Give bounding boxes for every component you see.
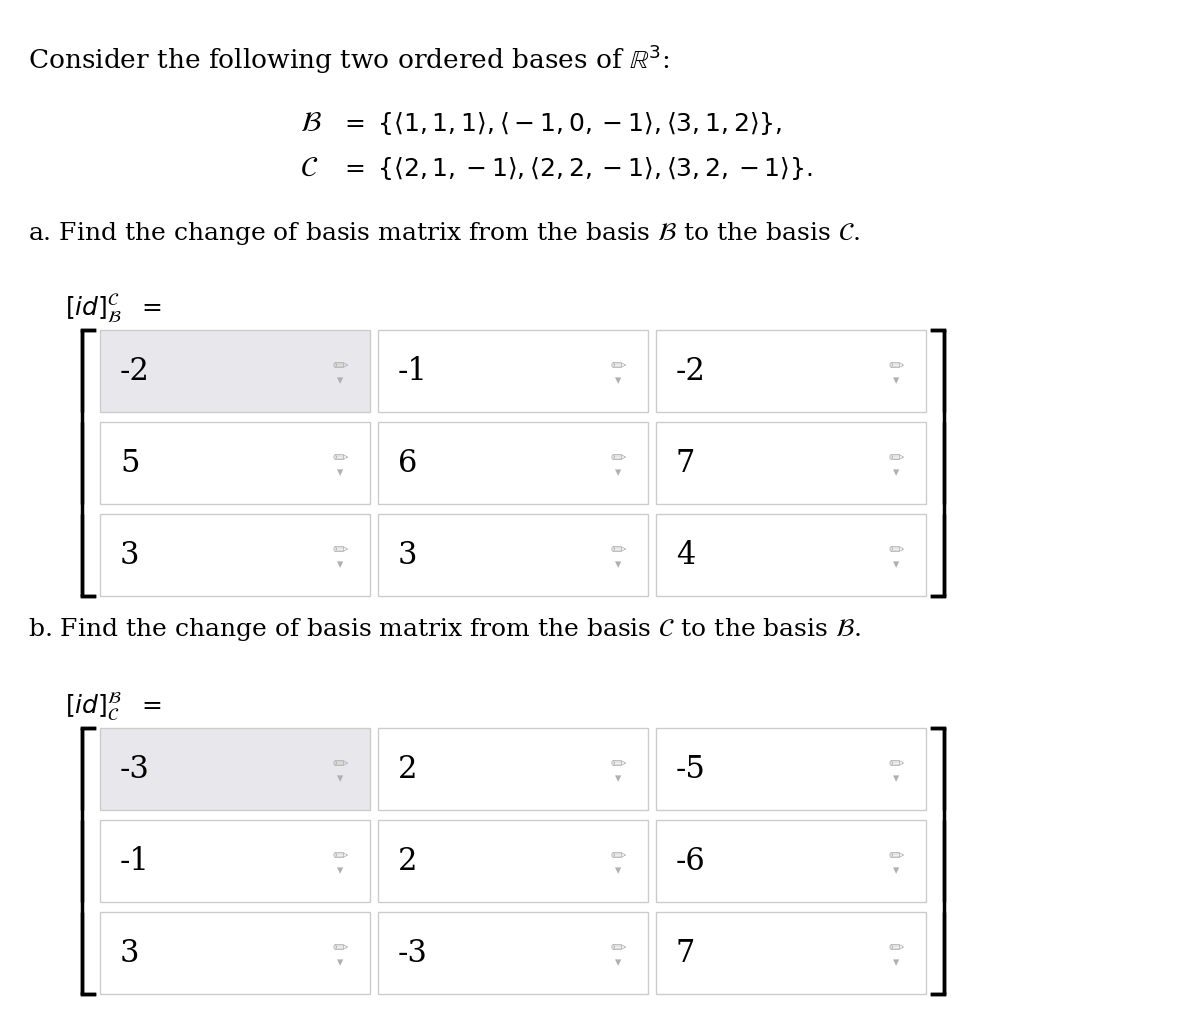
Text: ▾: ▾ xyxy=(337,956,343,970)
Text: ✏: ✏ xyxy=(888,357,904,377)
Text: ✏: ✏ xyxy=(332,450,348,469)
Bar xyxy=(378,912,648,994)
Text: -2: -2 xyxy=(676,355,706,386)
Text: a. Find the change of basis matrix from the basis $\mathcal{B}$ to the basis $\m: a. Find the change of basis matrix from … xyxy=(28,220,860,247)
Bar xyxy=(100,422,370,504)
Bar xyxy=(656,422,926,504)
Text: ✏: ✏ xyxy=(610,450,626,469)
Text: ✏: ✏ xyxy=(610,542,626,560)
Bar xyxy=(100,728,370,810)
Text: $= \;\{\langle 1,1,1\rangle,\langle -1,0,-1\rangle,\langle 3,1,2\rangle\},$: $= \;\{\langle 1,1,1\rangle,\langle -1,0… xyxy=(340,110,782,137)
Text: ✏: ✏ xyxy=(332,756,348,774)
Bar xyxy=(100,330,370,412)
Text: ▾: ▾ xyxy=(337,467,343,479)
Text: -6: -6 xyxy=(676,846,706,877)
Text: ✏: ✏ xyxy=(888,450,904,469)
Text: $= \;\{\langle 2,1,-1\rangle,\langle 2,2,-1\rangle,\langle 3,2,-1\rangle\}.$: $= \;\{\langle 2,1,-1\rangle,\langle 2,2… xyxy=(340,155,812,182)
Text: ▾: ▾ xyxy=(614,375,622,387)
Text: ✏: ✏ xyxy=(888,542,904,560)
Text: ▾: ▾ xyxy=(893,467,899,479)
Bar xyxy=(656,514,926,596)
Bar xyxy=(656,912,926,994)
Text: ▾: ▾ xyxy=(893,375,899,387)
Text: 4: 4 xyxy=(676,540,695,570)
Text: ▾: ▾ xyxy=(337,375,343,387)
Bar xyxy=(656,820,926,902)
Text: ▾: ▾ xyxy=(893,772,899,785)
Text: 5: 5 xyxy=(120,447,139,478)
Text: ✏: ✏ xyxy=(332,542,348,560)
Bar xyxy=(100,912,370,994)
Bar xyxy=(100,514,370,596)
Bar xyxy=(100,820,370,902)
Text: $\mathcal{C}$: $\mathcal{C}$ xyxy=(300,155,318,182)
Text: ▾: ▾ xyxy=(337,558,343,571)
Text: b. Find the change of basis matrix from the basis $\mathcal{C}$ to the basis $\m: b. Find the change of basis matrix from … xyxy=(28,616,862,643)
Text: -5: -5 xyxy=(676,754,706,784)
Text: 3: 3 xyxy=(398,540,418,570)
Text: ✏: ✏ xyxy=(888,756,904,774)
Text: ▾: ▾ xyxy=(893,864,899,878)
Text: ▾: ▾ xyxy=(893,558,899,571)
Text: $[id]^{\mathcal{B}}_{\mathcal{C}}$  $=$: $[id]^{\mathcal{B}}_{\mathcal{C}}$ $=$ xyxy=(65,690,162,722)
Text: -1: -1 xyxy=(398,355,428,386)
Text: ✏: ✏ xyxy=(610,756,626,774)
Text: -1: -1 xyxy=(120,846,150,877)
Text: 2: 2 xyxy=(398,754,418,784)
Text: -3: -3 xyxy=(120,754,150,784)
Text: -2: -2 xyxy=(120,355,150,386)
Text: ✏: ✏ xyxy=(888,939,904,958)
Text: $[id]^{\mathcal{C}}_{\mathcal{B}}$  $=$: $[id]^{\mathcal{C}}_{\mathcal{B}}$ $=$ xyxy=(65,292,162,325)
Text: ▾: ▾ xyxy=(614,864,622,878)
Text: ✏: ✏ xyxy=(332,848,348,866)
Text: ▾: ▾ xyxy=(337,864,343,878)
Text: ✏: ✏ xyxy=(610,848,626,866)
Text: ▾: ▾ xyxy=(614,558,622,571)
Text: Consider the following two ordered bases of $\mathbb{R}^3$:: Consider the following two ordered bases… xyxy=(28,42,670,76)
Text: ▾: ▾ xyxy=(614,956,622,970)
Text: ▾: ▾ xyxy=(893,956,899,970)
Text: ▾: ▾ xyxy=(614,772,622,785)
Text: $\mathcal{B}$: $\mathcal{B}$ xyxy=(300,110,322,137)
Bar xyxy=(378,330,648,412)
Text: -3: -3 xyxy=(398,938,428,969)
Text: 3: 3 xyxy=(120,938,139,969)
Text: ✏: ✏ xyxy=(332,357,348,377)
Bar xyxy=(656,728,926,810)
Text: 2: 2 xyxy=(398,846,418,877)
Bar xyxy=(656,330,926,412)
Bar xyxy=(378,820,648,902)
Bar xyxy=(378,728,648,810)
Text: 7: 7 xyxy=(676,447,695,478)
Bar xyxy=(378,514,648,596)
Text: 6: 6 xyxy=(398,447,418,478)
Text: ▾: ▾ xyxy=(614,467,622,479)
Text: ✏: ✏ xyxy=(610,357,626,377)
Text: ▾: ▾ xyxy=(337,772,343,785)
Text: 3: 3 xyxy=(120,540,139,570)
Bar xyxy=(378,422,648,504)
Text: ✏: ✏ xyxy=(610,939,626,958)
Text: 7: 7 xyxy=(676,938,695,969)
Text: ✏: ✏ xyxy=(888,848,904,866)
Text: ✏: ✏ xyxy=(332,939,348,958)
